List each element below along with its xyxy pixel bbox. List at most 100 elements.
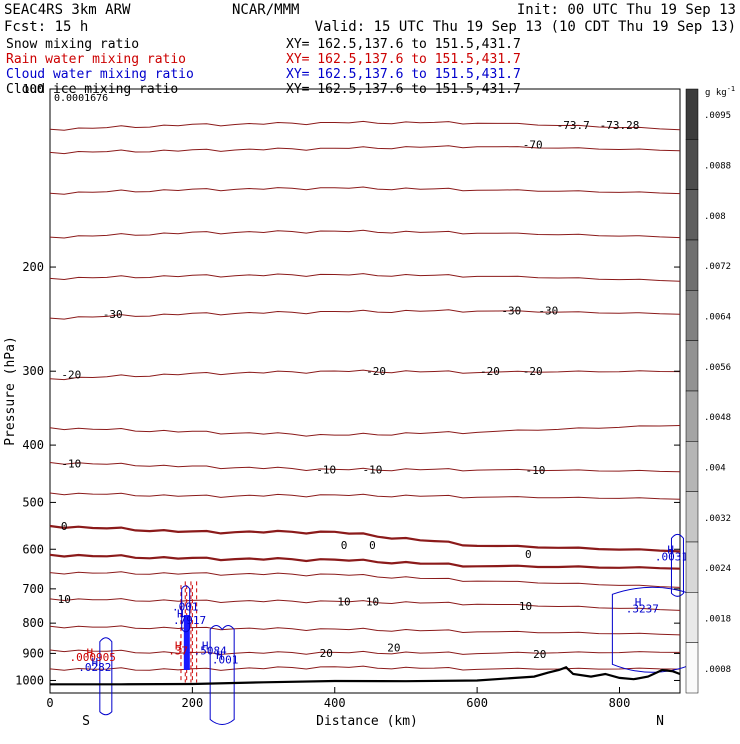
contour-label: 0	[369, 539, 376, 552]
colorbar-label: .0032	[704, 514, 731, 524]
terrain-line	[50, 666, 681, 686]
cloud-features	[99, 533, 693, 725]
colorbar-label: .0095	[704, 111, 731, 121]
y-tick-label: 600	[22, 542, 44, 556]
isotherm-line	[49, 145, 681, 155]
colorbar-label: .0018	[704, 615, 731, 625]
isotherm-line	[49, 120, 681, 131]
x-axis-title: Distance (km)	[316, 714, 418, 729]
colorbar-box	[685, 390, 699, 442]
contour-label: -30	[103, 308, 123, 321]
temperature-contours	[49, 120, 681, 671]
maximum-annotation: .0282	[78, 661, 111, 674]
maximum-annotation: .5084	[194, 645, 227, 658]
isotherm-line	[49, 598, 681, 611]
contour-label: -10	[61, 458, 81, 471]
field-snow-xy: XY= 162.5,137.6 to 151.5,431.7	[286, 37, 521, 52]
y-tick-label: 800	[22, 616, 44, 630]
x-axis: 0 200 400 600 800	[46, 687, 630, 710]
y-tick-label: 300	[22, 364, 44, 378]
colorbar-label: .004	[704, 464, 726, 474]
colorbar-label: .008	[704, 212, 726, 222]
isotherm-line	[49, 309, 681, 320]
plot-frame	[49, 88, 681, 694]
colorbar-box	[685, 642, 699, 694]
maximum-annotation: H	[92, 656, 99, 669]
colorbar-label: .0024	[704, 564, 731, 574]
contour-label: 20	[387, 642, 400, 655]
contour-label: 20	[320, 647, 333, 660]
colorbar-label: .0048	[704, 413, 731, 423]
colorbar: .0095 .0088 .008 .0072 .0064 .0056 .0048 .004 .0…	[685, 88, 731, 694]
x-tick-label: 800	[609, 696, 631, 710]
isotherm-line	[49, 229, 681, 239]
y-tick-label: 400	[22, 438, 44, 452]
maximum-annotation: .3237	[626, 602, 659, 615]
isotherm-line	[49, 462, 681, 473]
maximum-annotation: .001	[212, 654, 239, 667]
isotherm-line	[49, 553, 681, 570]
colorbar-box	[685, 88, 699, 140]
contour-label: 0	[525, 548, 532, 561]
contour-label: -10	[526, 464, 546, 477]
colorbar-box	[685, 541, 699, 593]
maximum-annotation: .000905	[70, 651, 116, 664]
contour-label: 10	[337, 595, 350, 608]
maximum-annotation: H	[177, 607, 184, 620]
contour-label: -20	[480, 365, 500, 378]
maximum-annotation: .001	[172, 601, 199, 614]
isotherm-line	[49, 665, 681, 671]
isotherm-line	[49, 492, 681, 500]
x-tick-label: 600	[466, 696, 488, 710]
isotherm-line	[49, 649, 681, 655]
isotherm-line	[49, 369, 681, 381]
x-tick-label: 400	[324, 696, 346, 710]
init-time: Init: 00 UTC Thu 19 Sep 13	[517, 2, 736, 18]
contour-label: -70	[523, 138, 543, 151]
contour-labels: -73.7 -73.28 -70 -30 -30 -30 -20 -20 -20 -20 -10 -1…	[58, 119, 640, 661]
x-tick-label: 0	[46, 696, 53, 710]
y-tick-label: 100	[22, 82, 44, 96]
y-tick-label: 700	[22, 582, 44, 596]
field-rain-label: Rain water mixing ratio	[6, 52, 186, 67]
colorbar-box	[685, 592, 699, 643]
colorbar-label: .0008	[704, 665, 731, 675]
contour-label: -73.7	[557, 119, 590, 132]
isotherm-line	[49, 425, 681, 437]
isotherm-line	[49, 186, 681, 195]
contour-label: -30	[501, 305, 521, 318]
colorbar-box	[685, 189, 699, 241]
contour-label: -30	[538, 305, 558, 318]
y-axis-title: Pressure (hPa)	[3, 336, 18, 446]
isotherm-line	[49, 273, 681, 282]
colorbar-box	[685, 139, 699, 190]
maximum-annotation: H	[87, 647, 94, 660]
terrain-group	[50, 666, 681, 686]
contour-label: 20	[533, 648, 546, 661]
maximum-annotation: H	[635, 596, 642, 609]
snow-max-value: 0.0001676	[54, 93, 108, 104]
maximum-annotation: H	[216, 649, 223, 662]
y-tick-label: 200	[22, 260, 44, 274]
x-tick-label: 200	[182, 696, 204, 710]
colorbar-box	[685, 340, 699, 392]
contour-label: 0	[61, 520, 68, 533]
contour-label: 10	[519, 600, 532, 613]
colorbar-box	[685, 239, 699, 291]
contour-label: -20	[366, 365, 386, 378]
cloud-water-contour	[209, 624, 235, 725]
colorbar-label: .0056	[704, 363, 731, 373]
field-snow-label: Snow mixing ratio	[6, 37, 139, 52]
contour-label: 10	[58, 593, 71, 606]
cloud-water-contour	[181, 585, 191, 633]
colorbar-label: .0072	[704, 262, 731, 272]
x-end-label-south: S	[82, 714, 90, 729]
maximum-annotation: H	[175, 639, 182, 652]
isotherm-line	[49, 625, 681, 636]
forecast-hour: Fcst: 15 h	[4, 19, 88, 35]
colorbar-box	[685, 441, 699, 492]
